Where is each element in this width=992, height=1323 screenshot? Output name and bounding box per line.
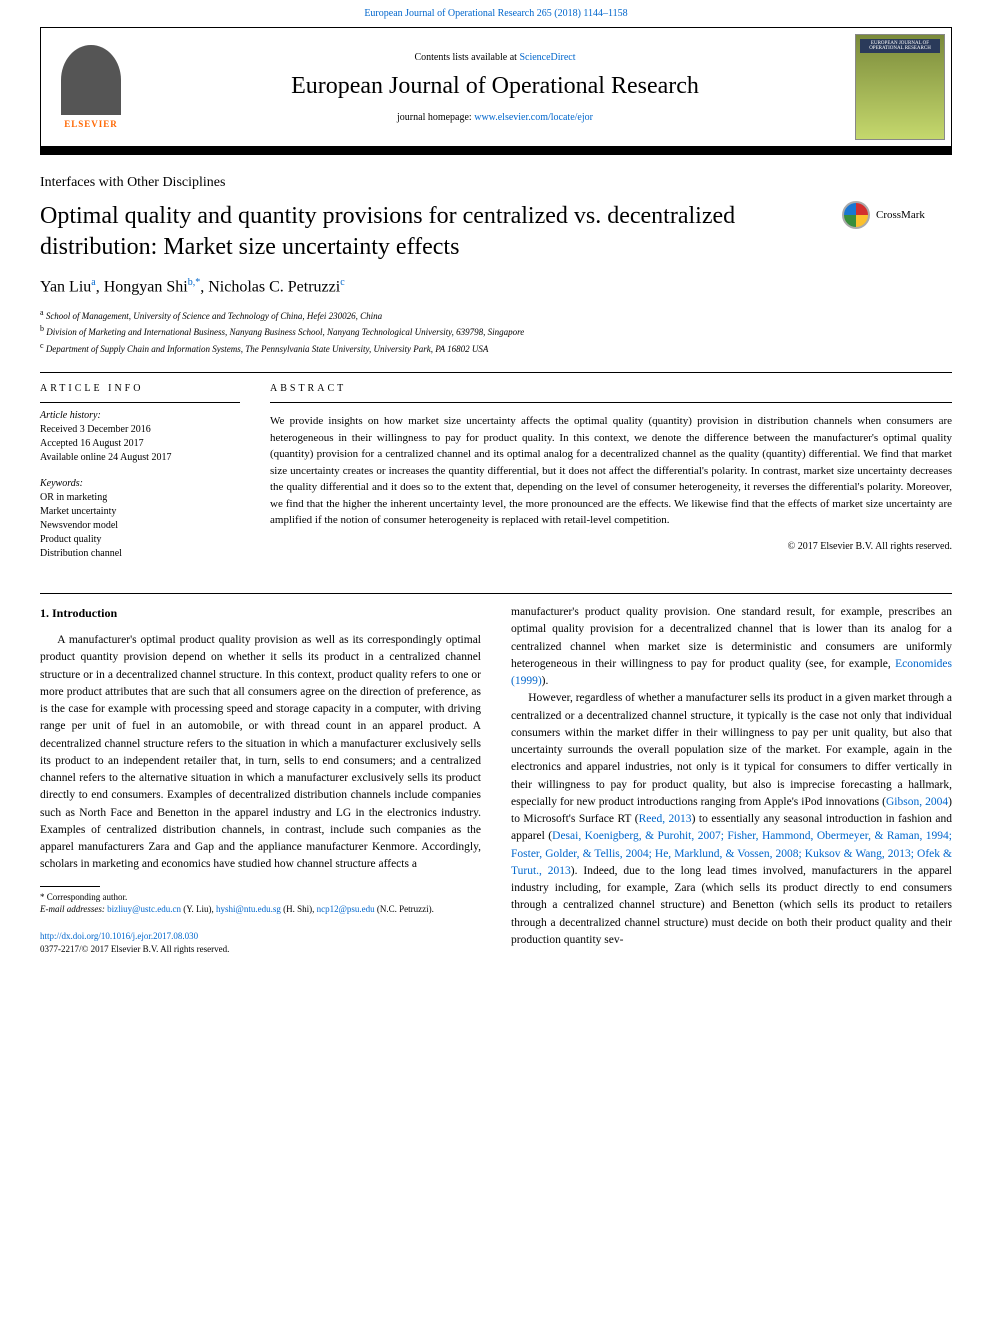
body-text: 1. Introduction A manufacturer's optimal… <box>40 604 952 957</box>
para-text: ). <box>542 675 549 687</box>
keyword: Product quality <box>40 533 240 547</box>
email-label: E-mail addresses: <box>40 904 107 914</box>
keywords-block: Keywords: OR in marketing Market uncerta… <box>40 477 240 561</box>
affiliation: b Division of Marketing and Internationa… <box>40 323 952 340</box>
body-paragraph: manufacturer's product quality provision… <box>511 604 952 690</box>
rule-below-abstract <box>40 593 952 594</box>
contents-prefix: Contents lists available at <box>414 52 519 63</box>
keyword: Distribution channel <box>40 547 240 561</box>
keyword: Newsvendor model <box>40 519 240 533</box>
doi-block: http://dx.doi.org/10.1016/j.ejor.2017.08… <box>40 930 481 957</box>
email-link[interactable]: hyshi@ntu.edu.sg <box>216 904 281 914</box>
elsevier-logo[interactable]: ELSEVIER <box>41 28 141 146</box>
article-history: Article history: Received 3 December 201… <box>40 409 240 465</box>
body-paragraph: A manufacturer's optimal product quality… <box>40 632 481 874</box>
elsevier-tree-icon <box>61 45 121 115</box>
citation-link[interactable]: Reed, 2013 <box>639 813 692 825</box>
email-who: (H. Shi), <box>281 904 317 914</box>
footnote-separator <box>40 886 100 887</box>
email-link[interactable]: ncp12@psu.edu <box>317 904 375 914</box>
cover-label: EUROPEAN JOURNAL OF OPERATIONAL RESEARCH <box>860 39 940 53</box>
keyword: OR in marketing <box>40 491 240 505</box>
journal-cover-thumbnail[interactable]: EUROPEAN JOURNAL OF OPERATIONAL RESEARCH <box>855 34 945 140</box>
affiliations: a School of Management, University of Sc… <box>40 307 952 357</box>
corresponding-author-note: * Corresponding author. <box>40 891 481 904</box>
citation-link[interactable]: Gibson, 2004 <box>886 796 948 808</box>
para-text: ). Indeed, due to the long lead times in… <box>511 865 952 946</box>
history-online: Available online 24 August 2017 <box>40 451 240 465</box>
keywords-label: Keywords: <box>40 477 240 491</box>
affiliation: c Department of Supply Chain and Informa… <box>40 340 952 357</box>
email-link[interactable]: bizliuy@ustc.edu.cn <box>107 904 181 914</box>
copyright-line: © 2017 Elsevier B.V. All rights reserved… <box>270 541 952 552</box>
article-info-heading: ARTICLE INFO <box>40 383 240 394</box>
journal-header: ELSEVIER Contents lists available at Sci… <box>40 27 952 147</box>
affiliation: a School of Management, University of Sc… <box>40 307 952 324</box>
section-heading: 1. Introduction <box>40 604 481 622</box>
rule-above-info <box>40 372 952 373</box>
issn-copyright: 0377-2217/© 2017 Elsevier B.V. All right… <box>40 944 229 954</box>
sciencedirect-link[interactable]: ScienceDirect <box>519 52 575 63</box>
homepage-line: journal homepage: www.elsevier.com/locat… <box>149 112 841 123</box>
email-who: (Y. Liu), <box>181 904 216 914</box>
doi-link[interactable]: http://dx.doi.org/10.1016/j.ejor.2017.08… <box>40 931 198 941</box>
homepage-link[interactable]: www.elsevier.com/locate/ejor <box>474 112 593 123</box>
article-info-column: ARTICLE INFO Article history: Received 3… <box>40 383 240 573</box>
contents-line: Contents lists available at ScienceDirec… <box>149 52 841 63</box>
history-received: Received 3 December 2016 <box>40 423 240 437</box>
header-divider-bar <box>40 147 952 155</box>
crossmark-badge[interactable]: CrossMark <box>842 201 952 229</box>
article-title: Optimal quality and quantity provisions … <box>40 201 822 263</box>
body-paragraph: However, regardless of whether a manufac… <box>511 690 952 949</box>
abstract-heading: ABSTRACT <box>270 383 952 394</box>
history-accepted: Accepted 16 August 2017 <box>40 437 240 451</box>
info-rule <box>40 402 240 403</box>
para-text: However, regardless of whether a manufac… <box>511 692 952 808</box>
journal-name: European Journal of Operational Research <box>149 73 841 100</box>
keyword: Market uncertainty <box>40 505 240 519</box>
abstract-rule <box>270 402 952 403</box>
email-who: (N.C. Petruzzi). <box>375 904 434 914</box>
abstract-column: ABSTRACT We provide insights on how mark… <box>270 383 952 573</box>
history-label: Article history: <box>40 409 240 423</box>
para-text: manufacturer's product quality provision… <box>511 606 952 670</box>
volume-citation[interactable]: European Journal of Operational Research… <box>0 0 992 27</box>
crossmark-icon <box>842 201 870 229</box>
footnotes: * Corresponding author. E-mail addresses… <box>40 891 481 916</box>
homepage-prefix: journal homepage: <box>397 112 474 123</box>
authors: Yan Liua, Hongyan Shib,*, Nicholas C. Pe… <box>40 277 952 296</box>
email-addresses: E-mail addresses: bizliuy@ustc.edu.cn (Y… <box>40 903 481 916</box>
section-label: Interfaces with Other Disciplines <box>40 175 952 191</box>
abstract-text: We provide insights on how market size u… <box>270 413 952 529</box>
elsevier-label: ELSEVIER <box>64 119 118 129</box>
crossmark-label: CrossMark <box>876 209 925 221</box>
header-center: Contents lists available at ScienceDirec… <box>141 28 849 146</box>
